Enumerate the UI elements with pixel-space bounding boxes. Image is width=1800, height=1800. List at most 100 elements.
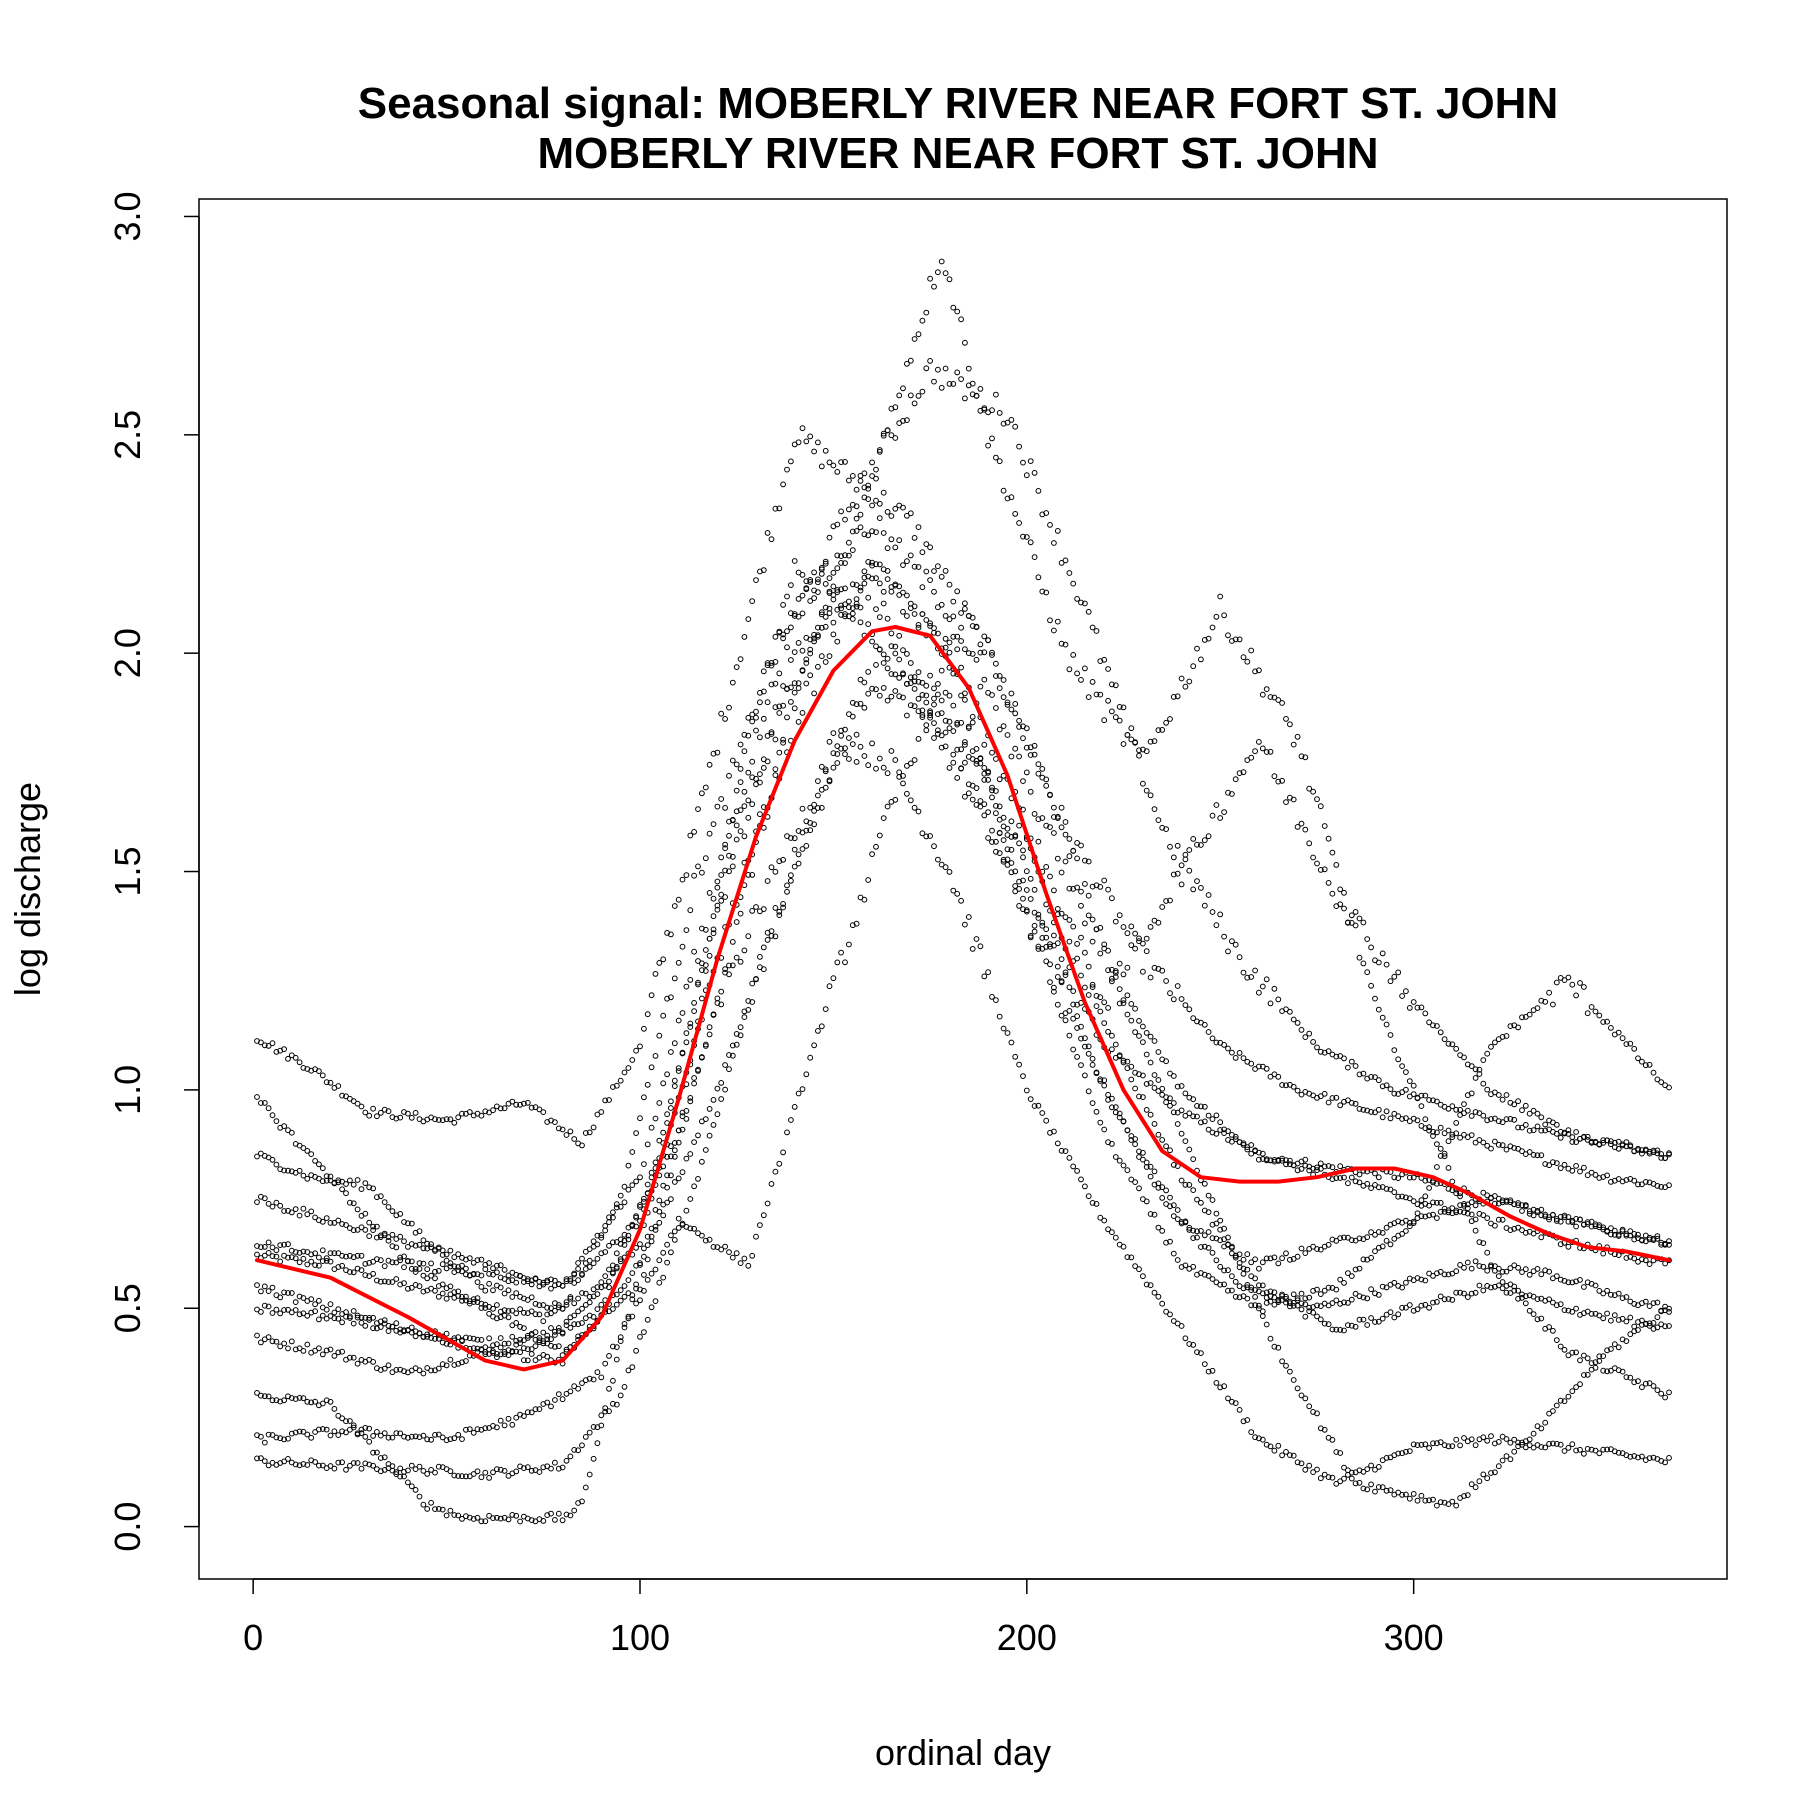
data-point: [455, 1431, 462, 1438]
data-point: [915, 669, 922, 675]
data-point: [1503, 1199, 1510, 1205]
data-point: [749, 598, 756, 604]
data-point: [710, 913, 717, 920]
data-point: [1205, 1126, 1212, 1133]
data-point: [1441, 1296, 1448, 1303]
data-point: [447, 1507, 454, 1514]
data-point: [1581, 984, 1587, 990]
data-point: [1082, 1183, 1088, 1190]
data-point: [1422, 1092, 1429, 1099]
data-point: [1155, 1131, 1162, 1138]
data-point: [1232, 1252, 1239, 1259]
data-point: [660, 1012, 667, 1019]
data-point: [753, 1233, 759, 1240]
data-point: [617, 1287, 624, 1293]
data-point: [1468, 1090, 1475, 1097]
data-point: [958, 719, 964, 726]
data-point: [749, 711, 756, 718]
data-point: [1217, 593, 1224, 600]
data-point: [768, 536, 775, 543]
data-point: [815, 576, 821, 583]
data-point: [1132, 1141, 1138, 1148]
data-point: [722, 805, 728, 811]
data-point: [702, 784, 709, 791]
data-point: [482, 1518, 489, 1525]
data-point: [1515, 1202, 1521, 1209]
data-point: [389, 1259, 396, 1266]
data-point: [571, 1383, 578, 1390]
data-point: [1499, 1142, 1506, 1149]
data-point: [1387, 1241, 1394, 1248]
data-point: [1418, 1197, 1425, 1204]
data-point: [791, 649, 798, 655]
data-point: [1627, 1331, 1634, 1338]
data-point: [989, 839, 995, 845]
data-point: [815, 805, 821, 811]
data-point: [834, 638, 841, 645]
data-point: [571, 1300, 578, 1307]
data-point: [1120, 924, 1127, 930]
data-point: [277, 1435, 284, 1442]
data-point: [1383, 1237, 1390, 1244]
data-point: [1078, 1035, 1084, 1042]
data-point: [1364, 1466, 1371, 1472]
data-point: [1170, 871, 1177, 878]
data-point: [1325, 880, 1332, 886]
data-point: [1441, 1271, 1448, 1278]
data-point: [1051, 627, 1057, 634]
data-point: [354, 1177, 361, 1183]
data-point: [1124, 1011, 1131, 1018]
data-point: [370, 1258, 377, 1265]
data-point: [285, 1254, 291, 1261]
data-point: [1279, 1155, 1285, 1162]
data-point: [737, 779, 744, 785]
data-point: [637, 1202, 643, 1208]
data-point: [494, 1466, 500, 1473]
data-point: [1403, 1279, 1409, 1286]
data-point: [1526, 1127, 1533, 1134]
data-point: [1635, 1055, 1641, 1062]
data-point: [598, 1301, 605, 1308]
data-point: [927, 544, 933, 551]
data-point: [834, 606, 841, 613]
data-point: [548, 1276, 554, 1283]
data-point: [915, 624, 922, 631]
data-point: [281, 1340, 288, 1347]
data-point: [478, 1474, 485, 1481]
data-point: [652, 1115, 659, 1122]
data-point: [633, 1281, 639, 1288]
data-point: [1348, 1475, 1355, 1482]
data-point: [1190, 1113, 1197, 1120]
data-point: [1526, 1307, 1533, 1314]
data-point: [571, 1271, 578, 1278]
data-point: [1035, 761, 1042, 768]
data-point: [931, 701, 937, 708]
data-point: [822, 604, 829, 611]
data-point: [393, 1430, 400, 1436]
data-point: [760, 765, 767, 771]
data-point: [552, 1459, 558, 1466]
data-point: [1530, 1444, 1537, 1451]
data-point: [857, 587, 864, 594]
data-point: [1043, 934, 1050, 941]
data-point: [590, 1455, 597, 1462]
data-point: [1426, 1445, 1432, 1451]
data-point: [1519, 1439, 1525, 1446]
data-point: [718, 872, 725, 878]
data-point: [683, 1155, 690, 1162]
data-point: [362, 1323, 369, 1329]
data-point: [1082, 949, 1088, 956]
data-point: [927, 620, 933, 627]
data-point: [784, 714, 790, 721]
data-point: [1646, 1455, 1653, 1461]
data-point: [1170, 1073, 1177, 1079]
data-point: [699, 925, 705, 932]
data-point: [1461, 1290, 1467, 1297]
data-point: [834, 743, 841, 749]
data-point: [989, 794, 995, 801]
data-point: [567, 1295, 574, 1302]
data-point: [385, 1108, 392, 1115]
data-point: [714, 906, 721, 913]
data-point: [308, 1151, 315, 1157]
data-point: [1507, 1227, 1514, 1233]
